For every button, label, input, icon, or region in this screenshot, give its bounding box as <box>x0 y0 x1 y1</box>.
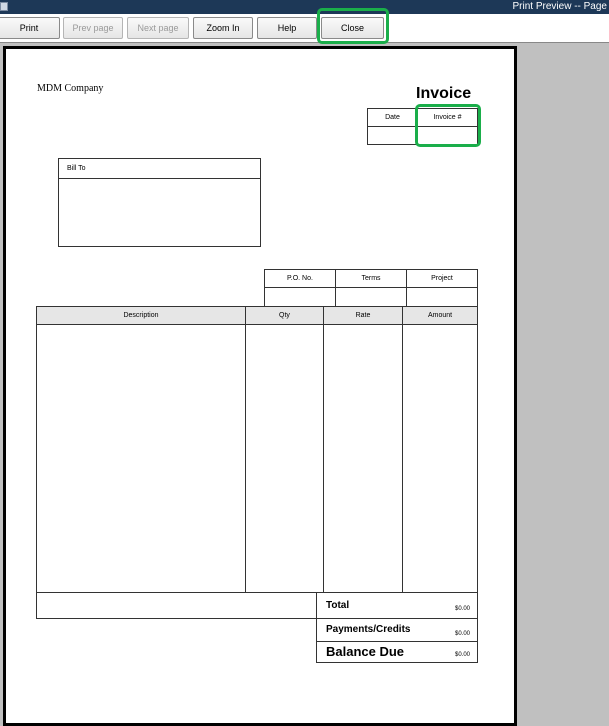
invoice-title: Invoice <box>416 85 472 102</box>
toolbar: Print Prev page Next page Zoom In Help C… <box>0 14 609 43</box>
close-highlight <box>317 8 389 44</box>
amount-header: Amount <box>427 312 453 319</box>
payments-label: Payments/Credits <box>326 624 411 635</box>
bill-to-label: Bill To <box>59 159 260 179</box>
balance-row: Balance Due $0.00 <box>316 641 478 663</box>
help-button[interactable]: Help <box>257 17 317 39</box>
po-terms-table: P.O. No. Terms Project <box>264 269 478 307</box>
prev-page-button[interactable]: Prev page <box>63 17 123 39</box>
balance-value: $0.00 <box>454 652 470 658</box>
invoice-number-label: Invoice # <box>433 114 462 121</box>
date-header: Date <box>368 114 417 144</box>
next-page-button[interactable]: Next page <box>127 17 189 39</box>
app-icon <box>0 2 8 11</box>
notes-box <box>36 592 317 619</box>
zoom-in-button[interactable]: Zoom In <box>193 17 253 39</box>
po-header: P.O. No. <box>265 270 335 306</box>
qty-header: Qty <box>279 312 290 319</box>
company-name: MDM Company <box>37 83 104 94</box>
description-header: Description <box>123 312 159 319</box>
balance-label: Balance Due <box>326 644 405 659</box>
total-row: Total $0.00 <box>316 592 478 619</box>
payments-row: Payments/Credits $0.00 <box>316 618 478 642</box>
qty-column: Qty <box>245 307 323 592</box>
terms-label: Terms <box>361 275 381 282</box>
payments-value: $0.00 <box>454 631 470 637</box>
total-value: $0.00 <box>454 606 470 612</box>
description-column: Description <box>37 307 245 592</box>
project-header: Project <box>406 270 477 306</box>
print-button[interactable]: Print <box>0 17 60 39</box>
bill-to-box: Bill To <box>58 158 261 247</box>
total-label: Total <box>326 600 350 611</box>
rate-column: Rate <box>323 307 402 592</box>
line-items-table: Description Qty Rate Amount <box>36 306 478 593</box>
rate-header: Rate <box>355 312 371 319</box>
date-label: Date <box>385 114 400 121</box>
invoice-number-highlight <box>415 104 481 147</box>
project-label: Project <box>431 275 453 282</box>
title-bar: Print Preview -- Page <box>0 0 609 14</box>
window-title: Print Preview -- Page <box>512 1 607 12</box>
terms-header: Terms <box>335 270 406 306</box>
po-label: P.O. No. <box>287 275 313 282</box>
close-button[interactable]: Close <box>321 17 384 39</box>
date-invoice-table: Date Invoice # <box>367 108 478 145</box>
amount-column: Amount <box>402 307 477 592</box>
